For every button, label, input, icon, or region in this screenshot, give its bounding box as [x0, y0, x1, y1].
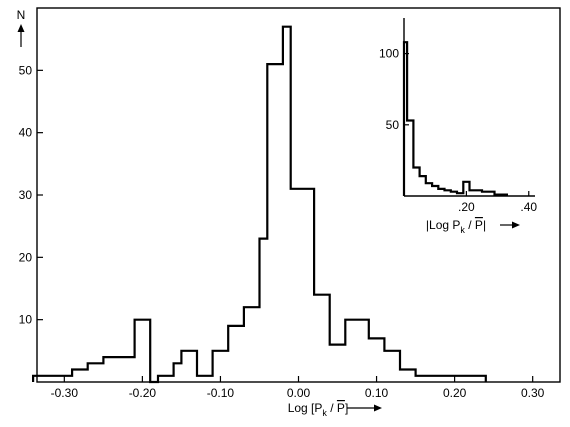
y-tick-label: 20	[19, 250, 33, 264]
x-tick-label: -0.30	[51, 386, 79, 400]
x-tick-label: 0.20	[443, 386, 467, 400]
x-axis-arrow-head	[374, 404, 382, 412]
x-tick-label: 0.10	[365, 386, 389, 400]
x-tick-label: -0.20	[129, 386, 157, 400]
y-axis-label: N	[17, 8, 26, 22]
inset-x-axis-label-pre: |Log P	[426, 218, 460, 232]
inset-histogram-series	[402, 41, 508, 196]
inset-x-tick-label: .40	[520, 200, 537, 214]
x-axis-label-post: ]	[345, 401, 348, 415]
inset-y-tick-label: 100	[379, 47, 399, 61]
x-axis-label-pre: Log [P	[288, 401, 323, 415]
inset-y-tick-label: 50	[386, 118, 400, 132]
x-axis-label-pbar: P	[337, 401, 345, 415]
x-tick-label: 0.30	[521, 386, 545, 400]
main-histogram-series	[32, 25, 487, 384]
main-plot: 10 20 30 40 50 -0.30 -0.20 -0.10 0.00 0.10 0.20 0.3…	[17, 7, 561, 418]
x-axis-label: Log [Pk / P]	[288, 401, 349, 418]
inset-x-axis-arrow-head	[512, 221, 520, 229]
inset-x-axis-label-mid: /	[465, 218, 475, 232]
inset-x-axis-label-post: |	[483, 218, 486, 232]
inset-x-axis-label-pbar: P	[475, 218, 483, 232]
x-axis-label-subscript: k	[322, 408, 327, 418]
x-tick-label: 0.00	[287, 386, 311, 400]
y-tick-label: 40	[19, 126, 33, 140]
x-axis-label-mid: /	[327, 401, 337, 415]
inset-x-axis-label: |Log Pk / P|	[426, 218, 486, 235]
inset-x-tick-label: .20	[458, 200, 475, 214]
y-tick-label: 10	[19, 313, 33, 327]
y-axis-arrow-head	[17, 24, 25, 32]
y-tick-label: 30	[19, 188, 33, 202]
inset-x-axis-label-subscript: k	[460, 225, 465, 235]
inset-plot: 50 100 .20 .40 |Log Pk / P|	[379, 18, 537, 235]
main-plot-frame	[36, 7, 561, 383]
x-tick-label: -0.10	[207, 386, 235, 400]
y-tick-label: 50	[19, 63, 33, 77]
